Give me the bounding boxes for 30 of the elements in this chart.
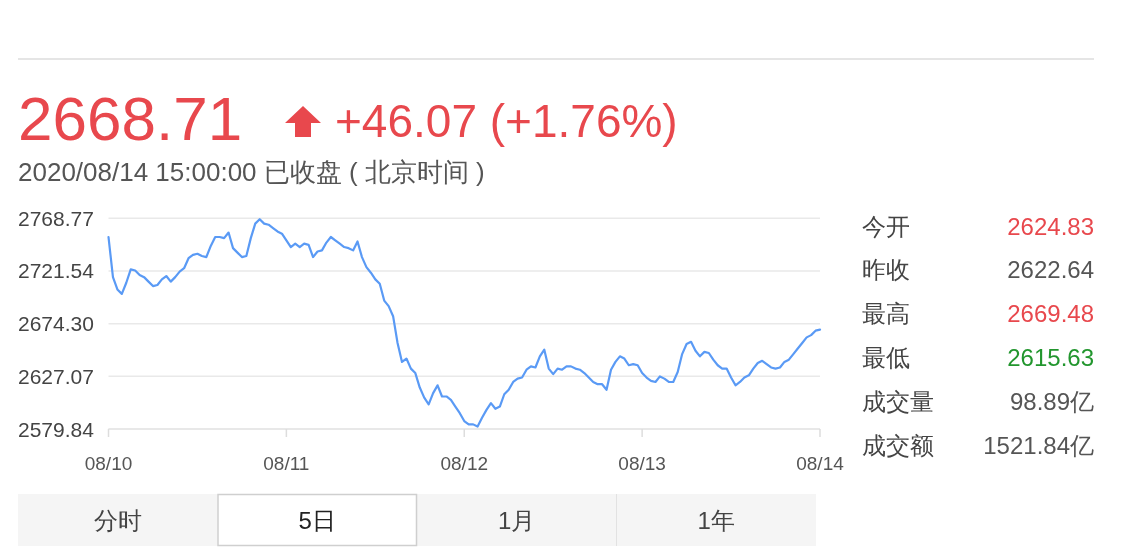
- y-tick-label: 2579.84: [18, 417, 95, 441]
- text: 分时: [93, 506, 142, 534]
- x-tick-label: 08/14: [796, 452, 845, 474]
- text: 成交量: [862, 387, 934, 415]
- text: 5日: [298, 506, 336, 534]
- text: 2624.83: [1007, 212, 1094, 240]
- text: 昨收: [862, 256, 910, 284]
- text: 98.89亿: [1009, 387, 1094, 415]
- text: 最高: [862, 300, 910, 328]
- text: 1521.84亿: [983, 431, 1094, 459]
- text: 1年: [697, 506, 735, 534]
- text: 成交额: [862, 431, 934, 459]
- text: 最低: [862, 343, 910, 371]
- text: +46.07 (+1.76%): [335, 95, 678, 147]
- chart-subtitle: 2020/08/14 15:00:00 已收盘 ( 北京时间 ): [18, 157, 485, 187]
- chart-title: 2668.71: [18, 84, 243, 153]
- text: 2615.63: [1007, 343, 1094, 371]
- y-tick-label: 2768.77: [18, 206, 94, 230]
- x-tick-label: 08/12: [440, 452, 489, 474]
- x-tick-label: 08/13: [618, 452, 666, 474]
- x-tick-label: 08/10: [84, 452, 133, 474]
- y-tick-label: 2721.54: [18, 259, 95, 283]
- text: 1月: [498, 506, 536, 534]
- text: 2622.64: [1007, 256, 1094, 284]
- y-tick-label: 2674.30: [18, 312, 94, 336]
- y-tick-label: 2627.07: [18, 364, 94, 388]
- text: 2669.48: [1007, 300, 1094, 328]
- line-series: [107, 218, 822, 428]
- x-tick-label: 08/11: [263, 452, 310, 474]
- text: 今开: [862, 212, 910, 240]
